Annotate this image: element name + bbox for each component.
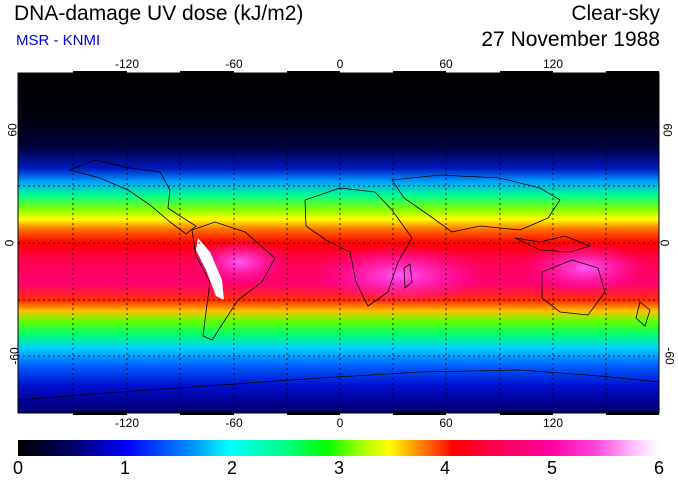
- lat-label-right: -60: [662, 347, 677, 365]
- coast-maritime-continent: [514, 235, 592, 253]
- colorbar-label: 2: [226, 458, 238, 478]
- coast-new-zealand: [635, 301, 651, 327]
- colorbar-label: 0: [12, 458, 24, 478]
- graticule: [18, 73, 659, 413]
- lon-label-top: -60: [225, 57, 243, 71]
- lat-label-left: 60: [5, 123, 20, 137]
- lat-label-left: -60: [7, 347, 22, 365]
- lon-label-bottom: 0: [336, 416, 344, 430]
- lat-label-right: 60: [660, 123, 675, 137]
- coast-antarctica: [18, 369, 659, 401]
- border-segment: [180, 411, 234, 415]
- uv-high-australia: [520, 242, 650, 294]
- border-segment: [287, 411, 340, 415]
- map-border: [17, 71, 660, 415]
- lon-label-top: 0: [336, 57, 344, 71]
- coast-south-america: [191, 221, 276, 341]
- coast-africa: [304, 187, 413, 307]
- border-segment: [500, 71, 553, 75]
- lon-label-bottom: -120: [114, 416, 140, 430]
- colorbar-label: 3: [333, 458, 345, 478]
- border-segment: [180, 71, 234, 75]
- colorbar-label: 4: [439, 458, 451, 478]
- colorbar-label: 1: [119, 458, 131, 478]
- border-segment: [393, 71, 446, 75]
- lon-label-top: -120: [114, 57, 140, 71]
- border-segment: [393, 411, 446, 415]
- data-source-label: MSR - KNMI: [16, 32, 101, 49]
- border-segment: [606, 71, 659, 75]
- date-label: 27 November 1988: [481, 28, 660, 51]
- coastlines: [18, 159, 659, 401]
- coast-north-america: [68, 159, 197, 235]
- lat-label-left: 0: [2, 239, 17, 247]
- colorbar-label: 6: [653, 458, 665, 478]
- coast-madagascar: [403, 263, 413, 289]
- lon-label-top: 60: [439, 57, 453, 71]
- lon-label-bottom: 60: [439, 416, 453, 430]
- border-segment: [73, 411, 127, 415]
- uv-high-africa: [310, 245, 490, 305]
- lon-label-top: 120: [542, 57, 564, 71]
- lon-label-bottom: 120: [542, 416, 564, 430]
- border-segment: [287, 71, 340, 75]
- border-segment: [73, 71, 127, 75]
- sky-condition-label: Clear-sky: [571, 2, 660, 25]
- border-segment: [606, 411, 659, 415]
- lat-label-right: 0: [657, 239, 672, 247]
- border-segment: [500, 411, 553, 415]
- colorbar: [18, 440, 659, 456]
- lon-label-bottom: -60: [225, 416, 243, 430]
- map-title: DNA-damage UV dose (kJ/m2): [14, 2, 304, 25]
- colorbar-label: 5: [546, 458, 558, 478]
- coast-asia: [391, 174, 561, 233]
- uv-peak-andes: [196, 238, 224, 300]
